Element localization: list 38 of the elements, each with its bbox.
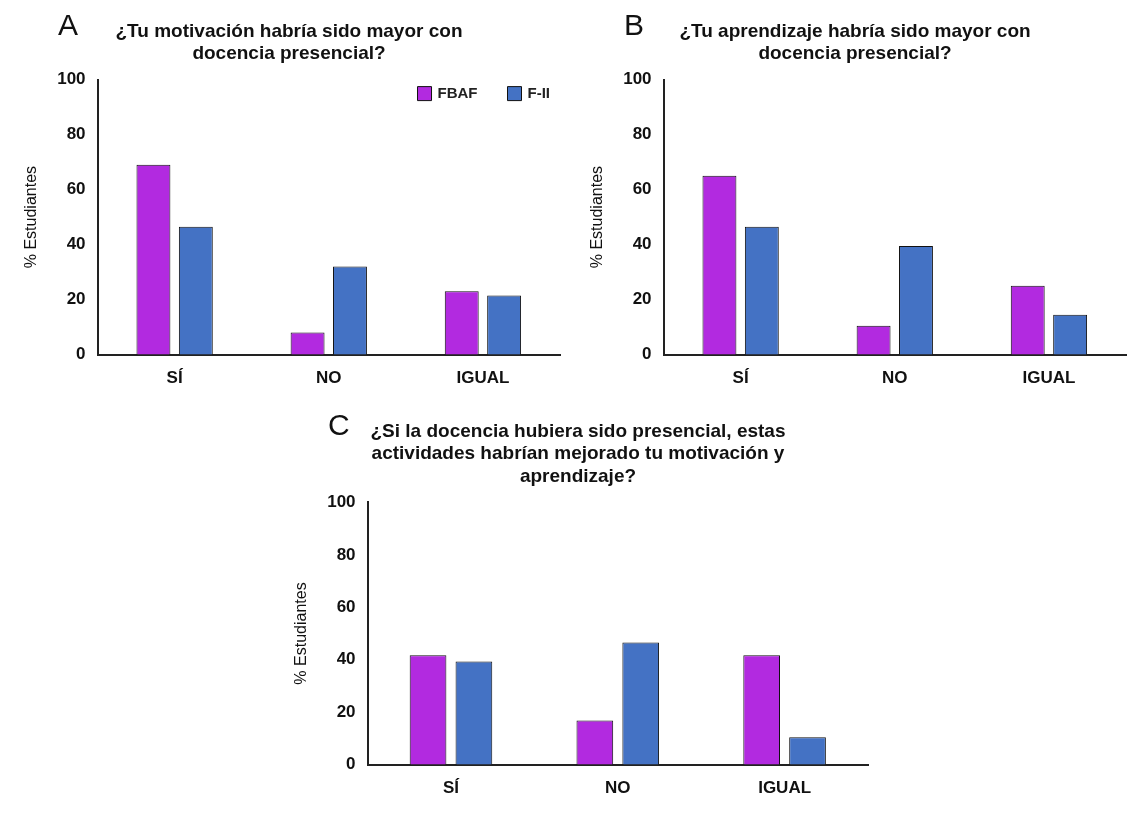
text: A bbox=[58, 8, 79, 42]
x-tick-label: SÍ bbox=[732, 368, 750, 388]
y-tick-label: 40 bbox=[632, 234, 652, 254]
y-tick-label: 20 bbox=[66, 289, 86, 309]
y-axis-title: % Estudiantes bbox=[22, 165, 40, 269]
y-tick-label: 80 bbox=[336, 544, 356, 564]
text: B bbox=[624, 8, 645, 42]
x-tick-label: IGUAL bbox=[456, 368, 510, 388]
x-tick-label: IGUAL bbox=[758, 778, 812, 798]
text: C bbox=[328, 408, 350, 442]
chart-title: ¿Tu aprendizaje habría sido mayor con docencia presencial? bbox=[679, 19, 1031, 64]
x-tick-label: NO bbox=[605, 778, 631, 798]
y-tick-label: 80 bbox=[632, 124, 652, 144]
x-tick-label: NO bbox=[882, 368, 908, 388]
y-tick-label: 100 bbox=[57, 69, 86, 89]
y-tick-label: 60 bbox=[632, 179, 652, 199]
y-axis-title: % Estudiantes bbox=[292, 582, 310, 685]
y-tick-label: 40 bbox=[66, 234, 86, 254]
y-tick-label: 60 bbox=[336, 596, 356, 616]
chart-title: ¿Tu motivación habría sido mayor con docencia presencial? bbox=[115, 19, 463, 64]
legend-label: FBAF bbox=[437, 83, 478, 101]
y-tick-label: 80 bbox=[66, 124, 86, 144]
chart-title: ¿Si la docencia hubiera sido presencial, estas actividades habrían mejorado tu motivación y aprendizaje? bbox=[370, 419, 786, 487]
legend-label: F-II bbox=[527, 83, 551, 101]
x-tick-label: IGUAL bbox=[1022, 368, 1076, 388]
y-tick-label: 20 bbox=[336, 701, 356, 721]
y-tick-label: 0 bbox=[76, 344, 86, 364]
y-tick-label: 40 bbox=[336, 649, 356, 669]
x-tick-label: NO bbox=[316, 368, 342, 388]
y-tick-label: 20 bbox=[632, 289, 652, 309]
y-tick-label: 0 bbox=[346, 754, 356, 774]
y-axis-title: % Estudiantes bbox=[588, 165, 606, 269]
x-tick-label: SÍ bbox=[166, 368, 184, 388]
y-tick-label: 0 bbox=[642, 344, 652, 364]
y-tick-label: 100 bbox=[623, 69, 652, 89]
x-tick-label: SÍ bbox=[442, 778, 461, 798]
y-tick-label: 60 bbox=[66, 179, 86, 199]
y-tick-label: 100 bbox=[327, 492, 356, 512]
